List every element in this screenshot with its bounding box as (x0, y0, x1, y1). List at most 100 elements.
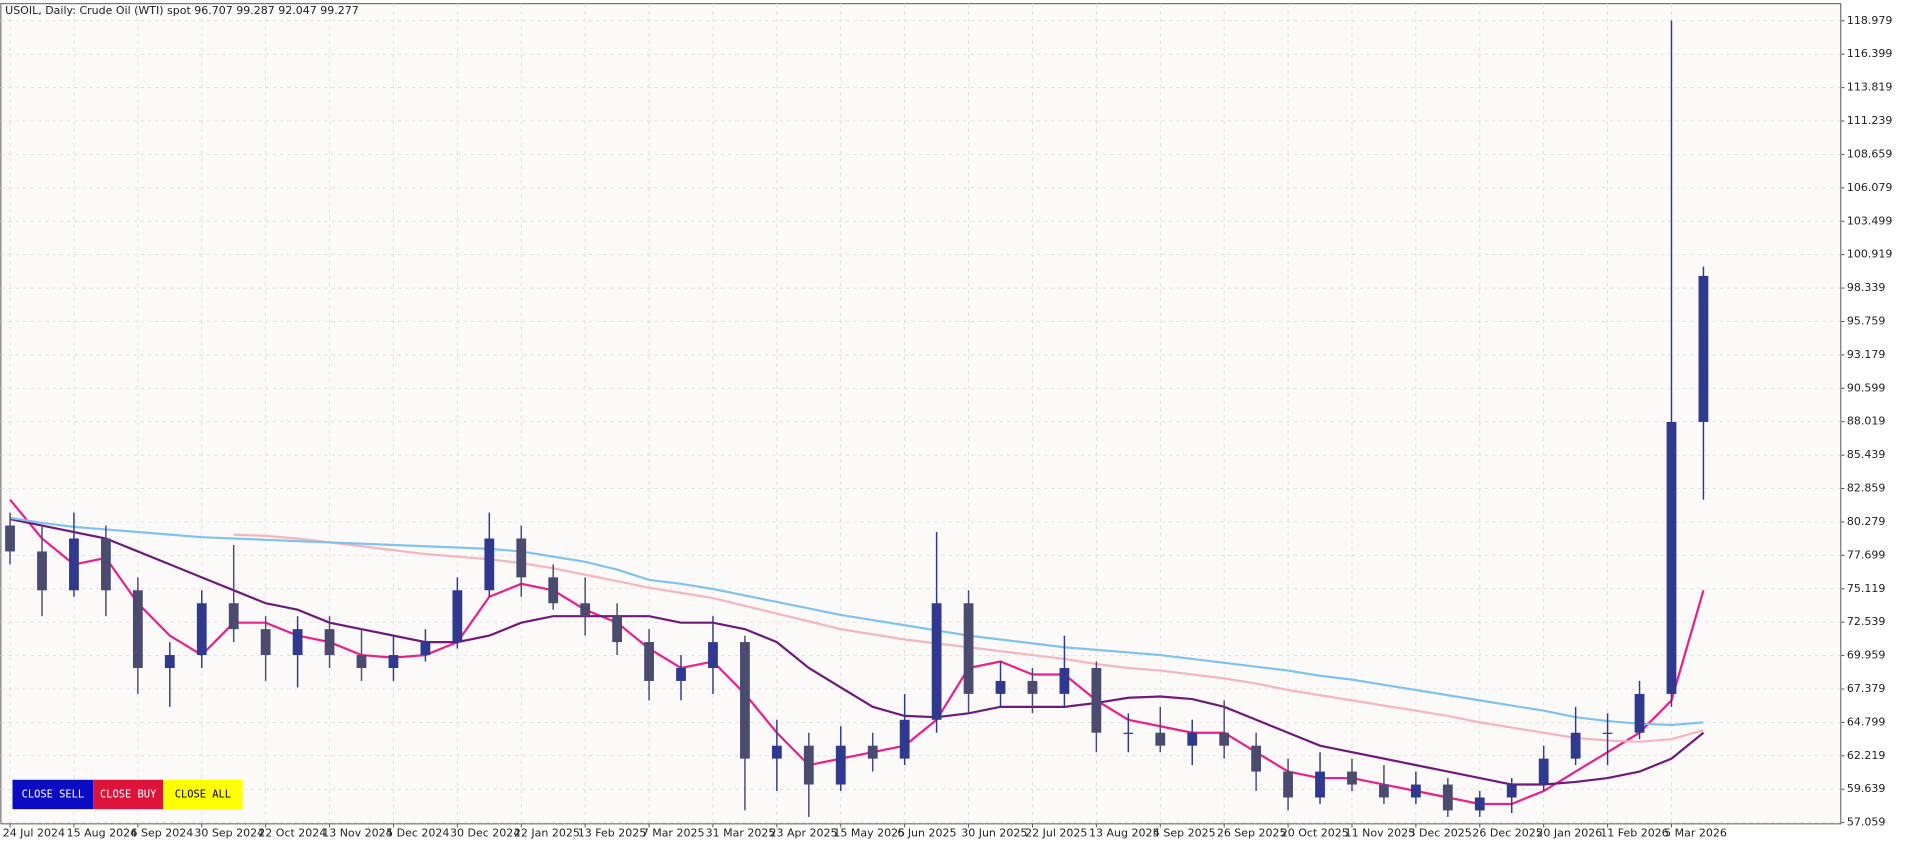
candle-body (1123, 732, 1134, 734)
x-tick-label: 23 Apr 2025 (770, 827, 838, 840)
candle-body (1379, 784, 1389, 798)
candle-body (1698, 275, 1709, 422)
candles (5, 20, 1709, 817)
candle-body (644, 642, 654, 681)
candle-body (1059, 667, 1070, 694)
y-tick-label: 98.339 (1847, 281, 1886, 294)
y-tick-label: 93.179 (1847, 348, 1886, 361)
chart-title: USOIL, Daily: Crude Oil (WTI) spot 96.70… (5, 4, 359, 17)
x-tick-label: 30 Sep 2024 (194, 827, 264, 840)
y-tick-label: 69.959 (1847, 649, 1886, 662)
y-tick-label: 108.659 (1847, 147, 1892, 160)
y-tick-label: 106.079 (1847, 181, 1892, 194)
close-sell-button[interactable] (12, 779, 94, 810)
x-tick-label: 24 Jul 2024 (3, 827, 65, 840)
candle-body (1283, 771, 1293, 798)
x-tick-label: 26 Sep 2025 (1217, 827, 1287, 840)
candle-body (612, 616, 623, 643)
close-buy-button[interactable] (93, 779, 164, 810)
candle-body (1251, 745, 1262, 772)
candle-body (995, 680, 1006, 694)
candle-body (1474, 797, 1485, 811)
candle-body (420, 642, 431, 656)
grid (0, 3, 1841, 824)
y-tick-label: 103.499 (1847, 214, 1892, 227)
x-tick-label: 13 Aug 2025 (1089, 827, 1159, 840)
close-buy-label[interactable]: CLOSE BUY (100, 788, 157, 800)
candle-body (1219, 732, 1230, 746)
candle-body (1634, 693, 1645, 733)
y-tick-label: 80.279 (1847, 515, 1886, 528)
x-tick-label: 15 May 2025 (833, 827, 905, 840)
candle-body (324, 629, 335, 656)
y-tick-label: 64.799 (1847, 715, 1886, 728)
candle-body (708, 642, 718, 668)
candle-body (676, 667, 686, 681)
candle-body (1155, 732, 1166, 746)
candle-body (5, 525, 15, 552)
candle-body (1315, 771, 1325, 798)
candle-body (164, 655, 175, 668)
x-tick-label: 13 Feb 2025 (578, 827, 646, 840)
candle-body (132, 590, 143, 668)
candle-body (1091, 667, 1102, 733)
x-tick-label: 6 Sep 2024 (131, 827, 194, 840)
y-tick-label: 82.859 (1847, 482, 1886, 495)
x-tick-label: 20 Oct 2025 (1281, 827, 1349, 840)
x-tick-label: 5 Dec 2024 (386, 827, 449, 840)
candle-body (1187, 732, 1198, 746)
moving-average (9, 498, 1705, 806)
candle-body (1410, 784, 1421, 798)
close-sell-label[interactable]: CLOSE SELL (22, 788, 85, 800)
candle-body (548, 577, 559, 604)
candle-body (1602, 732, 1613, 734)
candle-body (740, 642, 750, 759)
candle-body (835, 745, 846, 785)
candle-body (196, 603, 207, 656)
x-tick-label: 11 Nov 2025 (1345, 827, 1415, 840)
candle-body (484, 538, 495, 591)
x-tick-label: 30 Dec 2024 (450, 827, 520, 840)
y-tick-label: 62.219 (1847, 749, 1886, 762)
trade-buttons: CLOSE SELL CLOSE BUY CLOSE ALL (12, 779, 243, 810)
y-tick-label: 57.059 (1847, 816, 1886, 829)
candle-body (1506, 784, 1517, 798)
moving-average (9, 517, 1705, 786)
candle-body (931, 603, 942, 720)
candle-body (101, 538, 111, 591)
candle-body (1347, 771, 1357, 785)
x-tick-label: 7 Mar 2025 (642, 827, 705, 840)
x-tick-label: 11 Feb 2026 (1600, 827, 1668, 840)
x-tick-label: 22 Oct 2024 (258, 827, 326, 840)
y-tick-label: 100.919 (1847, 248, 1892, 261)
x-tick-label: 5 Mar 2026 (1664, 827, 1727, 840)
close-all-label[interactable]: CLOSE ALL (175, 788, 231, 800)
moving-average (9, 516, 1704, 727)
plot-area (0, 3, 1842, 825)
candle-body (1538, 758, 1549, 785)
y-tick-label: 88.019 (1847, 415, 1886, 428)
x-tick-label: 31 Mar 2025 (706, 827, 776, 840)
candle-body (1442, 784, 1453, 811)
y-tick-label: 67.379 (1847, 682, 1886, 695)
x-tick-label: 13 Nov 2024 (322, 827, 392, 840)
y-tick-label: 118.979 (1847, 14, 1892, 27)
y-tick-label: 113.819 (1847, 81, 1892, 94)
y-tick-label: 111.239 (1847, 114, 1892, 127)
candle-body (452, 590, 463, 643)
close-all-button[interactable] (163, 779, 243, 810)
candle-body (771, 745, 782, 759)
axes: 118.979 116.399 113.819 111.239 108.659 106.0… (3, 14, 1893, 840)
candle-body (69, 538, 79, 591)
y-tick-label: 85.439 (1847, 448, 1886, 461)
y-tick-label: 95.759 (1847, 314, 1886, 327)
candle-body (963, 603, 974, 694)
x-tick-label: 26 Dec 2025 (1472, 827, 1542, 840)
candle-body (803, 745, 814, 785)
x-tick-label: 6 Jun 2025 (897, 827, 956, 840)
candle-body (260, 629, 271, 656)
y-tick-label: 59.639 (1847, 782, 1886, 795)
candle-body (580, 603, 591, 617)
